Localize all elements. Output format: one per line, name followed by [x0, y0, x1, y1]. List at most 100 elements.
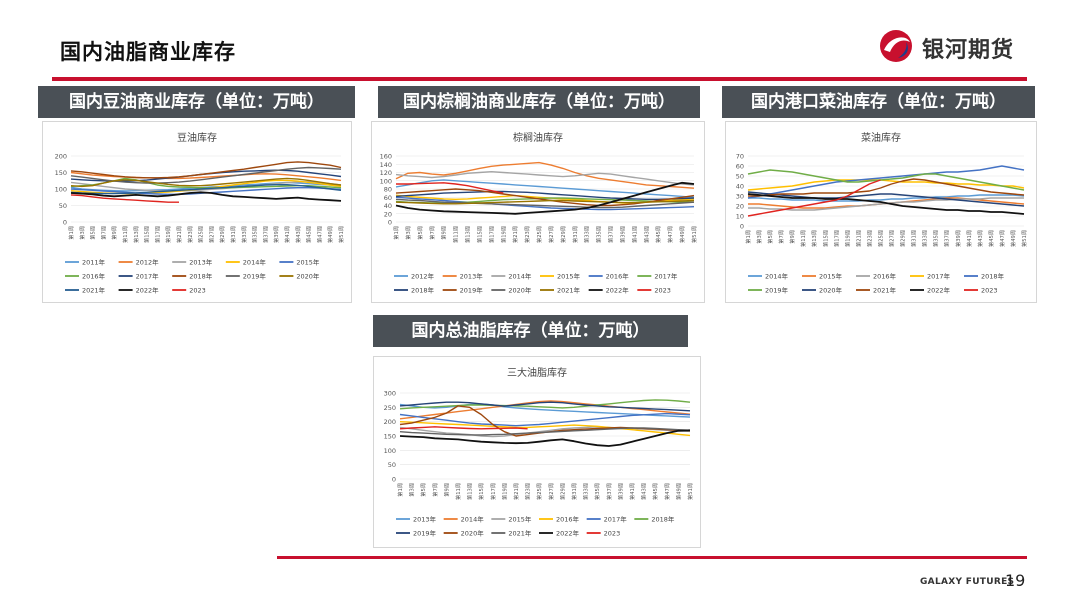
legend-label: 2014年: [461, 514, 485, 523]
legend-label: 2016年: [82, 271, 106, 280]
legend-label: 2020年: [819, 285, 843, 294]
x-tick-label: 第11周: [452, 226, 460, 243]
x-tick-label: 第47周: [315, 226, 323, 243]
y-tick-label: 50: [388, 461, 396, 469]
legend-label: 2017年: [604, 514, 628, 523]
x-tick-label: 第35周: [593, 483, 601, 500]
x-tick-label: 第45周: [305, 226, 313, 243]
galaxy-futures-logo: 银河期货: [876, 28, 1026, 64]
x-tick-label: 第13周: [464, 226, 472, 243]
legend-label: 2016年: [873, 271, 897, 280]
x-tick-label: 第31周: [229, 226, 237, 243]
x-tick-label: 第3周: [404, 226, 412, 240]
y-tick-label: 160: [380, 153, 392, 161]
section-title-soybean: 国内豆油商业库存（单位：万吨）: [38, 86, 355, 118]
y-tick-label: 20: [384, 210, 392, 218]
x-tick-label: 第3周: [755, 230, 763, 244]
x-tick-label: 第47周: [998, 230, 1006, 247]
x-tick-label: 第33周: [921, 230, 929, 247]
series-line: [395, 196, 695, 211]
legend-label: 2016年: [556, 514, 580, 523]
y-tick-label: 60: [384, 194, 392, 202]
x-tick-label: 第41周: [965, 230, 973, 247]
series-line: [395, 181, 695, 215]
chart-title: 菜油库存: [861, 131, 901, 144]
x-tick-label: 第27周: [547, 226, 555, 243]
page-number: 19: [1005, 571, 1026, 590]
series-line: [70, 184, 342, 195]
x-tick-label: 第23周: [524, 483, 532, 500]
x-tick-label: 第37周: [943, 230, 951, 247]
y-tick-label: 10: [736, 213, 744, 221]
x-tick-label: 第13周: [132, 226, 140, 243]
x-tick-label: 第23周: [523, 226, 531, 243]
y-tick-label: 20: [736, 203, 744, 211]
series-line: [399, 412, 691, 427]
x-tick-label: 第5周: [416, 226, 424, 240]
series-line: [70, 161, 342, 179]
y-tick-label: 80: [384, 186, 392, 194]
legend-label: 2019年: [413, 528, 437, 537]
y-tick-label: 40: [736, 183, 744, 191]
legend-label: 2013年: [189, 257, 213, 266]
x-tick-label: 第17周: [489, 483, 497, 500]
x-tick-label: 第51周: [337, 226, 345, 243]
x-tick-label: 第41周: [283, 226, 291, 243]
x-tick-label: 第45周: [987, 230, 995, 247]
x-tick-label: 第9周: [440, 226, 448, 240]
x-tick-label: 第1周: [744, 230, 752, 244]
series-line: [395, 161, 695, 189]
x-tick-label: 第13周: [466, 483, 474, 500]
x-tick-label: 第37周: [605, 483, 613, 500]
x-tick-label: 第35周: [251, 226, 259, 243]
series-line: [747, 179, 1025, 191]
series-line: [399, 426, 528, 430]
y-tick-label: 40: [384, 202, 392, 210]
series-line: [399, 400, 691, 420]
y-tick-label: 50: [59, 202, 67, 210]
footer-divider: [277, 556, 1027, 559]
section-title-palm: 国内棕榈油商业库存（单位：万吨）: [378, 86, 700, 118]
y-tick-label: 0: [740, 223, 744, 231]
y-tick-label: 150: [384, 433, 396, 441]
x-tick-label: 第29周: [218, 226, 226, 243]
x-tick-label: 第21周: [511, 226, 519, 243]
x-tick-label: 第3周: [78, 226, 86, 240]
x-tick-label: 第27周: [547, 483, 555, 500]
x-tick-label: 第41周: [630, 226, 638, 243]
chart-title: 三大油脂库存: [507, 366, 567, 379]
legend-label: 2020年: [508, 285, 532, 294]
chart-panel-rapeseed: 菜油库存 0 10 20 30 40 50 60 70 第1周 第3周 第5周 第7周 第9周 第11周 第1…: [725, 121, 1037, 303]
x-tick-label: 第39周: [954, 230, 962, 247]
section-title-rapeseed: 国内港口菜油库存（单位：万吨）: [722, 86, 1035, 118]
chart-title: 棕榈油库存: [513, 131, 563, 144]
x-tick-label: 第39周: [618, 226, 626, 243]
x-tick-label: 第11周: [799, 230, 807, 247]
x-tick-label: 第11周: [454, 483, 462, 500]
x-tick-label: 第1周: [392, 226, 400, 240]
x-tick-label: 第51周: [1020, 230, 1028, 247]
legend-label: 2021年: [82, 285, 106, 294]
y-tick-label: 100: [380, 177, 392, 185]
x-tick-label: 第33周: [582, 483, 590, 500]
x-tick-label: 第43周: [640, 483, 648, 500]
legend-label: 2022年: [136, 285, 160, 294]
legend-label: 2012年: [411, 271, 435, 280]
x-tick-label: 第19周: [843, 230, 851, 247]
y-tick-label: 120: [380, 169, 392, 177]
x-tick-label: 第23周: [186, 226, 194, 243]
x-tick-label: 第15周: [475, 226, 483, 243]
legend-label: 2016年: [606, 271, 630, 280]
series-line: [395, 198, 695, 209]
series-line: [747, 179, 881, 217]
x-tick-label: 第13周: [810, 230, 818, 247]
x-tick-label: 第49周: [326, 226, 334, 243]
galaxy-logo-icon: [880, 30, 912, 62]
x-tick-label: 第45周: [654, 226, 662, 243]
legend-label: 2021年: [508, 528, 532, 537]
x-tick-label: 第5周: [766, 230, 774, 244]
brand-name: 银河期货: [922, 38, 1015, 63]
x-tick-label: 第25周: [535, 226, 543, 243]
x-tick-label: 第29周: [558, 483, 566, 500]
page-title: 国内油脂商业库存: [60, 40, 236, 64]
